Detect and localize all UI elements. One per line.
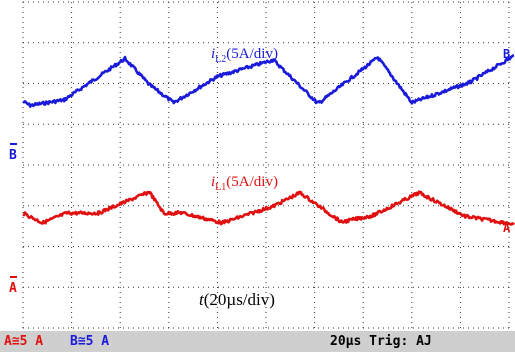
channel-markers: BA bbox=[9, 143, 17, 296]
status-bar: A≅5 A B≅5 A 20µs Trig: AJ bbox=[0, 331, 515, 352]
channel-b-ground-tick bbox=[10, 143, 17, 145]
trace-b-line bbox=[22, 53, 515, 108]
series-label-b: iL2(5A/div) bbox=[211, 46, 278, 65]
graticule-grid bbox=[22, 1, 510, 329]
channel-a-ground-tick bbox=[10, 276, 17, 278]
x-axis-label: t(20µs/div) bbox=[199, 290, 275, 309]
trace-labels: iL2(5A/div) iL1(5A/div) t(20µs/div) bbox=[199, 46, 278, 309]
timebase-trigger: 20µs Trig: AJ bbox=[330, 334, 432, 349]
channel-b-scale: B≅5 A bbox=[70, 334, 110, 349]
trace-end-label-a: A bbox=[503, 221, 511, 235]
channel-b-ground-marker: B bbox=[9, 148, 17, 163]
trace-a-line bbox=[22, 190, 515, 226]
trace-end-label-b: B bbox=[503, 47, 510, 61]
channel-a-ground-marker: A bbox=[9, 281, 17, 296]
traces: BA bbox=[22, 47, 515, 235]
series-label-a: iL1(5A/div) bbox=[211, 174, 278, 193]
channel-a-scale: A≅5 A bbox=[4, 334, 44, 349]
